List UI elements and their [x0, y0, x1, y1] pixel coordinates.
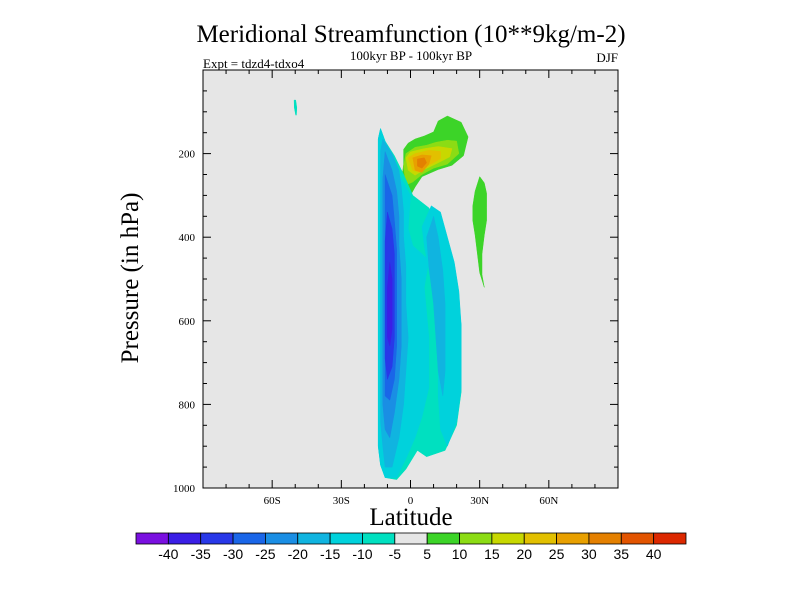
colorbar-box [620, 532, 655, 545]
y-tick-label: 400 [179, 232, 196, 244]
colorbar-label: -35 [191, 546, 211, 562]
colorbar-label: -30 [223, 546, 243, 562]
contour-main-cell-minus40 [387, 262, 393, 347]
colorbar-label: -20 [288, 546, 308, 562]
colorbar-box [588, 532, 622, 545]
y-tick-label: 1000 [173, 483, 196, 495]
colorbar-label: -25 [255, 546, 275, 562]
x-tick-label: 60N [539, 495, 558, 507]
colorbar-label: -15 [320, 546, 340, 562]
x-tick-label: 60S [264, 495, 281, 507]
contour-sh-polar-patch [293, 99, 298, 116]
x-tick-label: 0 [408, 495, 414, 507]
colorbar-label: 40 [646, 546, 662, 562]
colorbar-label: -5 [389, 546, 402, 562]
colorbar-box [653, 532, 687, 545]
colorbar-box [200, 532, 234, 545]
chart-subtitle: 100kyr BP - 100kyr BP [350, 48, 472, 63]
colorbar-label: 20 [516, 546, 532, 562]
y-tick-label: 600 [179, 316, 196, 328]
colorbar-box [265, 532, 299, 545]
colorbar-label: 5 [423, 546, 431, 562]
contour-nh-cyan-cell-20 [426, 216, 446, 397]
x-axis-label: Latitude [369, 504, 452, 531]
colorbar-box [426, 532, 460, 545]
contour-nh-subtropical-green-cell [472, 176, 487, 288]
colorbar-box [556, 532, 590, 545]
y-tick-label: 200 [179, 149, 196, 161]
contour-layer [293, 99, 487, 480]
colorbar-box [491, 532, 525, 545]
colorbar-box [362, 532, 396, 545]
colorbar-label: 15 [484, 546, 500, 562]
colorbar-box [394, 532, 428, 545]
colorbar-box [232, 532, 266, 545]
x-tick-label: 30S [333, 495, 350, 507]
expt-label: Expt = tdzd4-tdxo4 [203, 56, 305, 71]
colorbar-label: 10 [452, 546, 468, 562]
x-tick-label: 30N [470, 495, 489, 507]
colorbar-label: 25 [549, 546, 565, 562]
colorbar-label: -40 [158, 546, 178, 562]
colorbar-box [329, 532, 363, 545]
y-axis-label: Pressure (in hPa) [117, 193, 144, 364]
axis-ticks: 60S 30S 0 30N 60N 200 400 600 800 1000 [173, 70, 619, 507]
colorbar-label: 35 [614, 546, 630, 562]
colorbar-label: 30 [581, 546, 597, 562]
contour-nh-upper-cell-30 [417, 157, 427, 169]
colorbar-box [459, 532, 493, 545]
colorbar-label: -10 [352, 546, 372, 562]
y-tick-label: 800 [179, 399, 196, 411]
colorbar-box [167, 532, 202, 545]
colorbar-box [297, 532, 331, 545]
colorbar: -40 -35 -30 -25 -20 -15 -10 -5 5 10 15 20 25 30 35 40 [135, 532, 687, 562]
colorbar-box [135, 532, 169, 545]
chart-title: Meridional Streamfunction (10**9kg/m-2) [196, 21, 625, 48]
season-label: DJF [596, 50, 618, 65]
colorbar-box [523, 532, 557, 545]
